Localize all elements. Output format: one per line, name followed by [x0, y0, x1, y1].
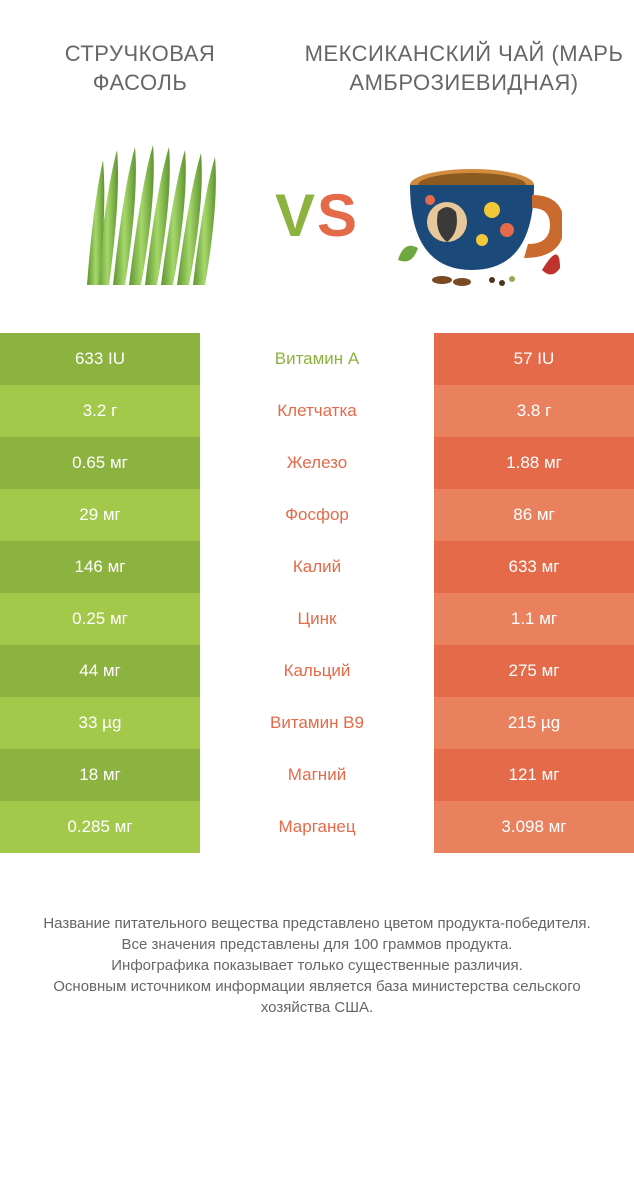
left-value: 18 мг	[0, 749, 200, 801]
left-value: 44 мг	[0, 645, 200, 697]
table-row: 0.25 мгЦинк1.1 мг	[0, 593, 634, 645]
table-row: 18 мгМагний121 мг	[0, 749, 634, 801]
nutrient-label: Цинк	[200, 593, 434, 645]
left-value: 29 мг	[0, 489, 200, 541]
left-product-image	[67, 125, 247, 305]
right-value: 275 мг	[434, 645, 634, 697]
table-row: 0.65 мгЖелезо1.88 мг	[0, 437, 634, 489]
right-value: 86 мг	[434, 489, 634, 541]
table-row: 633 IUВитамин A57 IU	[0, 333, 634, 385]
right-value: 57 IU	[434, 333, 634, 385]
table-row: 146 мгКалий633 мг	[0, 541, 634, 593]
left-value: 0.285 мг	[0, 801, 200, 853]
footer-line-1: Название питательного вещества представл…	[28, 913, 606, 934]
vs-label: VS	[275, 181, 359, 250]
nutrient-label: Витамин A	[200, 333, 434, 385]
table-row: 0.285 мгМарганец3.098 мг	[0, 801, 634, 853]
table-row: 44 мгКальций275 мг	[0, 645, 634, 697]
footer-line-3: Инфографика показывает только существенн…	[28, 955, 606, 976]
footer-line-4: Основным источником информации является …	[28, 976, 606, 1018]
right-value: 1.88 мг	[434, 437, 634, 489]
left-value: 146 мг	[0, 541, 200, 593]
header: СТРУЧКОВАЯ ФАСОЛЬ МЕКСИКАНСКИЙ ЧАЙ (МАРЬ…	[0, 0, 634, 97]
left-value: 0.65 мг	[0, 437, 200, 489]
tea-cup-icon	[392, 140, 562, 290]
hero-row: VS	[0, 125, 634, 305]
left-value: 3.2 г	[0, 385, 200, 437]
right-value: 1.1 мг	[434, 593, 634, 645]
vs-s: S	[317, 182, 359, 249]
footer-line-2: Все значения представлены для 100 граммо…	[28, 934, 606, 955]
left-value: 33 µg	[0, 697, 200, 749]
table-row: 29 мгФосфор86 мг	[0, 489, 634, 541]
nutrient-label: Калий	[200, 541, 434, 593]
nutrient-label: Марганец	[200, 801, 434, 853]
right-product-image	[387, 125, 567, 305]
right-value: 215 µg	[434, 697, 634, 749]
right-value: 3.098 мг	[434, 801, 634, 853]
left-product-title: СТРУЧКОВАЯ ФАСОЛЬ	[0, 40, 260, 97]
left-value: 633 IU	[0, 333, 200, 385]
table-row: 33 µgВитамин B9215 µg	[0, 697, 634, 749]
left-value: 0.25 мг	[0, 593, 200, 645]
green-beans-icon	[77, 135, 237, 295]
comparison-table: 633 IUВитамин A57 IU3.2 гКлетчатка3.8 г0…	[0, 333, 634, 853]
nutrient-label: Фосфор	[200, 489, 434, 541]
footer-notes: Название питательного вещества представл…	[0, 853, 634, 1018]
nutrient-label: Витамин B9	[200, 697, 434, 749]
nutrient-label: Магний	[200, 749, 434, 801]
nutrient-label: Железо	[200, 437, 434, 489]
vs-v: V	[275, 182, 317, 249]
right-value: 3.8 г	[434, 385, 634, 437]
right-value: 121 мг	[434, 749, 634, 801]
right-value: 633 мг	[434, 541, 634, 593]
nutrient-label: Кальций	[200, 645, 434, 697]
nutrient-label: Клетчатка	[200, 385, 434, 437]
right-product-title: МЕКСИКАНСКИЙ ЧАЙ (МАРЬ АМБРОЗИЕВИДНАЯ)	[294, 40, 634, 97]
table-row: 3.2 гКлетчатка3.8 г	[0, 385, 634, 437]
